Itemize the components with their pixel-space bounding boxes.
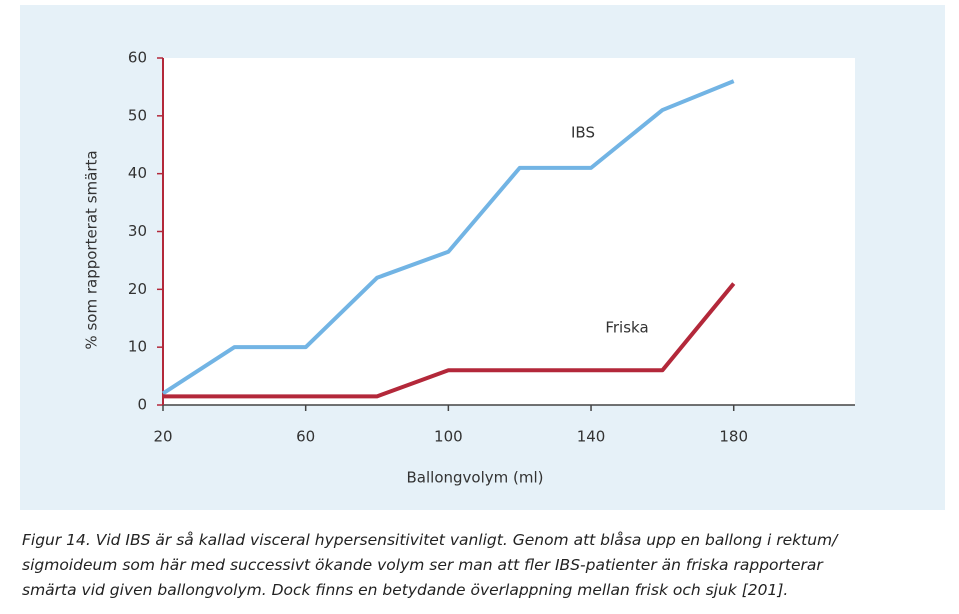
caption-line: Figur 14. Vid IBS är så kallad visceral …	[22, 531, 838, 549]
chart: Ballongvolym (ml) % som rapporterat smär…	[20, 5, 945, 510]
y-tick-label: 0	[137, 396, 147, 414]
x-tick-label: 100	[434, 428, 463, 446]
y-tick-label: 40	[128, 164, 147, 182]
y-tick-label: 50	[128, 106, 147, 124]
x-tick-label: 180	[719, 428, 748, 446]
x-tick-label: 140	[577, 428, 606, 446]
y-tick-label: 60	[128, 49, 147, 67]
series-label: Friska	[605, 319, 648, 337]
y-tick-label: 10	[128, 338, 147, 356]
y-axis-title: % som rapporterat smärta	[83, 150, 101, 349]
series-line	[161, 79, 735, 396]
series-label: IBS	[571, 124, 595, 142]
x-tick-label: 60	[296, 428, 315, 446]
x-tick-label: 20	[153, 428, 172, 446]
caption: Figur 14. Vid IBS är så kallad visceral …	[22, 528, 952, 603]
y-tick-label: 30	[128, 222, 147, 240]
series-line	[163, 282, 736, 399]
caption-line: smärta vid given ballongvolym. Dock finn…	[22, 581, 789, 599]
x-axis-title: Ballongvolym (ml)	[407, 469, 544, 487]
plot-area	[163, 58, 855, 405]
y-tick-label: 20	[128, 280, 147, 298]
caption-line: sigmoideum som här med successivt ökande…	[22, 556, 823, 574]
